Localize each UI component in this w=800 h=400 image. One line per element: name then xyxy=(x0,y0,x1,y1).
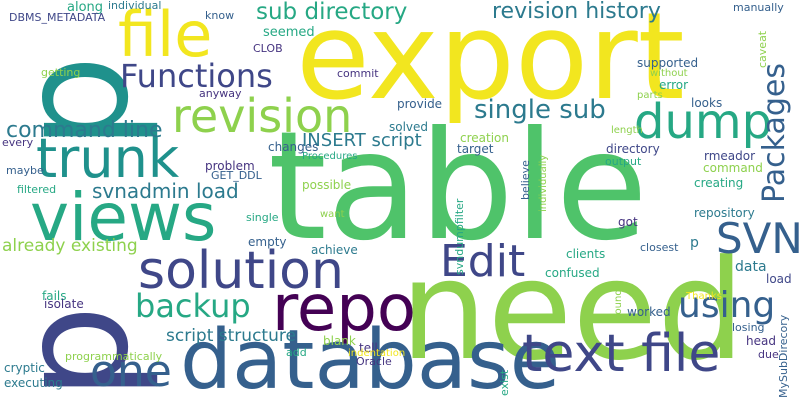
word-clob: CLOB xyxy=(253,42,283,55)
word-anyway: anyway xyxy=(199,87,242,100)
word-seemed: seemed xyxy=(263,25,315,40)
word-fails: fails xyxy=(42,289,67,303)
word-maybe: maybe xyxy=(6,164,44,177)
word-blank: blank xyxy=(323,334,356,348)
word-using: using xyxy=(678,285,776,326)
word-single-sub: single sub xyxy=(474,95,606,125)
word-error: error xyxy=(659,78,689,92)
word-oracle: Oracle xyxy=(356,355,392,368)
word-getting: getting xyxy=(41,66,81,79)
word-mysubdirecory: MySubDirecory xyxy=(777,314,790,398)
word-p-small: p xyxy=(690,235,699,251)
word-procedures: Procedures xyxy=(302,151,358,162)
word-caveat: caveat xyxy=(756,30,769,68)
word-empty: empty xyxy=(248,235,287,249)
word-get-ddl: GET_DDL xyxy=(211,169,262,182)
word-data: data xyxy=(735,259,767,275)
word-manually: manually xyxy=(733,1,784,14)
word-indentation: indentation xyxy=(348,348,406,359)
word-isolate: isolate xyxy=(44,297,84,311)
word-one: one xyxy=(90,346,172,397)
word-supported: supported xyxy=(637,56,699,70)
word-sub-directory: sub directory xyxy=(256,0,408,25)
word-database: database xyxy=(180,313,561,400)
word-cryptic: cryptic xyxy=(4,361,45,375)
word-svnadmin-load: svnadmin load xyxy=(92,179,239,203)
word-table: table xyxy=(268,100,648,274)
word-provide: provide xyxy=(397,97,443,111)
word-target: target xyxy=(457,142,494,156)
word-solution: solution xyxy=(138,241,344,301)
word-problem: problem xyxy=(205,159,255,173)
word-solved: solved xyxy=(389,120,429,134)
word-add: add xyxy=(286,346,307,359)
word-directory: directory xyxy=(606,142,660,156)
word-revision: revision xyxy=(172,89,353,143)
word-along: along xyxy=(67,0,104,15)
word-dbms-metadata: DBMS_METADATA xyxy=(9,11,106,24)
word-exist: exist xyxy=(498,369,511,396)
word-clients: clients xyxy=(566,247,606,261)
word-tell: tell xyxy=(359,341,378,355)
word-dump: dump xyxy=(634,94,773,150)
word-achieve: achieve xyxy=(311,243,358,257)
word-repo: repo xyxy=(272,272,417,346)
word-edit: Edit xyxy=(440,236,526,287)
word-commit: commit xyxy=(337,67,379,80)
word-individually: individually xyxy=(538,154,549,212)
word-found: found xyxy=(613,289,624,318)
word-output: output xyxy=(605,155,642,168)
word-file: file xyxy=(118,0,213,71)
word-svndumpfilter: svndumpfilter xyxy=(453,198,466,275)
word-text-file: text file xyxy=(522,324,721,384)
word-filtered: filtered xyxy=(17,183,57,196)
word-got: got xyxy=(618,215,638,229)
word-possible: possible xyxy=(302,178,352,192)
word-head: head xyxy=(746,334,776,348)
word-packages: Packages xyxy=(757,63,792,203)
word-confused: confused xyxy=(545,266,600,280)
word-need: need xyxy=(400,230,745,391)
word-revision-history: revision history xyxy=(492,0,661,24)
word-single: single xyxy=(246,211,279,224)
word-without: without xyxy=(650,68,688,79)
word-worked: worked xyxy=(627,305,671,319)
word-closest: closest xyxy=(640,241,679,254)
word-functions: Functions xyxy=(120,57,273,95)
word-believe: believe xyxy=(519,160,532,200)
word-thanks: Thanks xyxy=(686,291,722,302)
word-programmatically: programmatically xyxy=(65,350,163,363)
word-individual: individual xyxy=(108,0,162,12)
word-trunk: trunk xyxy=(36,127,180,190)
word-losing: losing xyxy=(732,321,765,334)
word-rmeador: rmeador xyxy=(704,149,756,163)
word-parts: parts xyxy=(637,90,663,101)
word-script-structure: script structure xyxy=(166,326,296,346)
word-export: export xyxy=(296,0,685,127)
word-load: load xyxy=(766,272,792,286)
word-want: want xyxy=(320,209,345,220)
word-length: length xyxy=(611,125,643,136)
word-changes: changes xyxy=(268,140,319,154)
word-due: due xyxy=(758,348,779,361)
word-repository: repository xyxy=(694,206,755,220)
word-know: know xyxy=(205,9,235,22)
word-already-existing: already existing xyxy=(2,236,138,256)
word-command-line: command line xyxy=(6,118,163,143)
word-insert-script: INSERT script xyxy=(302,130,422,151)
word-svn: SVN xyxy=(716,214,800,263)
word-creation: creation xyxy=(460,131,509,145)
word-views: views xyxy=(30,179,217,256)
word-command: command xyxy=(703,161,763,175)
word-every: every xyxy=(2,136,34,149)
word-backup: backup xyxy=(135,287,251,325)
word-creating: creating xyxy=(694,176,744,190)
word-executing: executing xyxy=(4,376,63,390)
word-looks: looks xyxy=(691,96,723,110)
